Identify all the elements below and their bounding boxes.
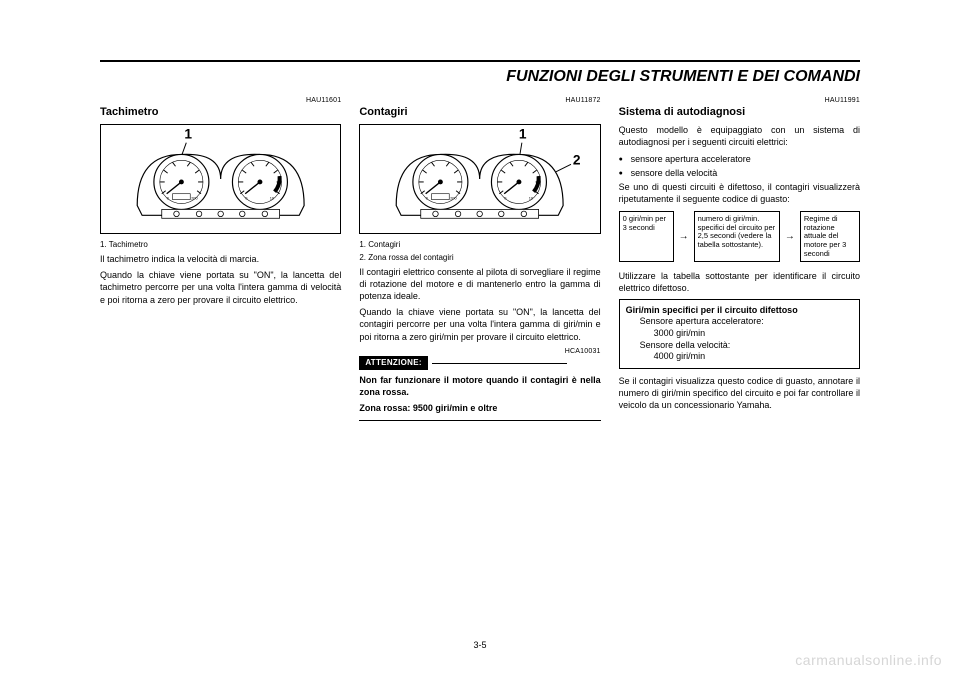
refcode: HAU11991 [619,96,860,105]
body-text: Il tachimetro indica la velocità di marc… [100,253,341,265]
body-text: Questo modello è equipaggiato con un si­… [619,124,860,148]
diagram-box-1: 0 giri/min per 3 secondi [619,211,674,262]
section-heading-autodiagnosi: Sistema di autodiagnosi [619,105,860,120]
figure-contagiri: 1 2 [359,124,600,234]
page-number: 3-5 [473,640,486,650]
spec-line: Sensore apertura acceleratore: [626,316,853,328]
list-item: sensore apertura acceleratore [619,153,860,165]
body-text: Utilizzare la tabella sottostante per id… [619,270,860,294]
refcode: HAU11601 [100,96,341,105]
gauge-cluster-icon: 1 [101,125,340,233]
body-text: Se uno di questi circuiti è difettoso, i… [619,181,860,205]
svg-text:200: 200 [191,196,198,201]
rule [359,420,600,421]
figure-caption-2: 2. Zona rossa del contagiri [359,253,600,264]
arrow-icon: → [784,230,796,244]
list-item: sensore della velocità [619,167,860,179]
warning-block: ATTENZIONE: [359,356,600,370]
body-text: Se il contagiri visualizza questo codice… [619,375,860,411]
diagram-box-2: numero di giri/min. specifici del circui… [694,211,780,262]
attenzione-label: ATTENZIONE: [359,356,427,370]
spec-title: Giri/min specifici per il circuito difet… [626,305,853,317]
figure-tachimetro: 1 [100,124,341,234]
warning-text: Non far funzionare il motore quando il c… [359,374,600,398]
column-1: HAU11601 Tachimetro 1 [100,96,341,421]
header-rule [100,60,860,62]
content-columns: HAU11601 Tachimetro 1 [100,96,860,421]
callout-1: 1 [184,127,192,142]
watermark: carmanualsonline.info [795,652,942,668]
body-text: Quando la chiave viene portata su "ON", … [100,269,341,305]
figure-caption-1: 1. Contagiri [359,240,600,251]
section-heading-tachimetro: Tachimetro [100,105,341,120]
spec-box: Giri/min specifici per il circuito difet… [619,299,860,369]
refcode: HCA10031 [359,347,600,356]
page: FUNZIONI DEGLI STRUMENTI E DEI COMANDI 3… [0,0,960,678]
column-3: HAU11991 Sistema di autodiagnosi Questo … [619,96,860,421]
spec-value: 4000 giri/min [626,351,853,363]
refcode: HAU11872 [359,96,600,105]
bullet-list: sensore apertura acceleratore sensore de… [619,153,860,179]
fault-code-diagram: 0 giri/min per 3 secondi → numero di gir… [619,211,860,262]
callout-2: 2 [573,153,581,168]
callout-1: 1 [519,127,527,142]
body-text: Il contagiri elettrico consente al pilot… [359,266,600,302]
diagram-box-3: Regime di rotazione attuale del motore p… [800,211,860,262]
warning-text: Zona rossa: 9500 giri/min e oltre [359,402,600,414]
chapter-title: FUNZIONI DEGLI STRUMENTI E DEI COMANDI [100,68,860,86]
figure-caption-1: 1. Tachimetro [100,240,341,251]
body-text: Quando la chiave viene portata su "ON", … [359,306,600,342]
gauge-cluster-icon: 1 2 [360,125,599,233]
arrow-icon: → [678,230,690,244]
spec-line: Sensore della velocità: [626,340,853,352]
spec-value: 3000 giri/min [626,328,853,340]
column-2: HAU11872 Contagiri 1 2 [359,96,600,421]
svg-text:200: 200 [451,196,458,201]
section-heading-contagiri: Contagiri [359,105,600,120]
rule [432,363,567,364]
